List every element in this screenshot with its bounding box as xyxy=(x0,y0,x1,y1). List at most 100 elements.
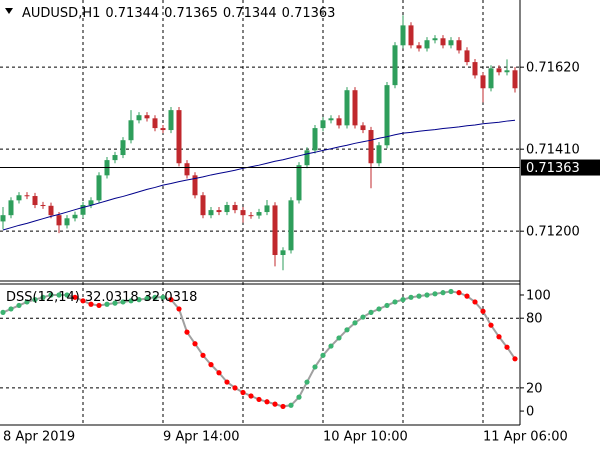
candle-body xyxy=(40,205,46,207)
candle-body xyxy=(416,45,422,49)
dss-dot xyxy=(296,394,302,400)
dss-dot xyxy=(0,309,6,315)
candle-body xyxy=(24,195,30,197)
dss-dot xyxy=(264,399,270,405)
candle-body xyxy=(248,215,254,217)
candle-body xyxy=(168,110,174,131)
dss-dot xyxy=(512,356,518,362)
candle-body xyxy=(176,110,182,164)
candle-body xyxy=(32,196,38,206)
dss-dot xyxy=(224,379,230,385)
dss-dot xyxy=(16,302,22,309)
dss-dot xyxy=(8,306,14,312)
candle-body xyxy=(152,118,158,129)
candle-body xyxy=(8,200,14,216)
dss-dot xyxy=(280,403,286,410)
candle-body xyxy=(264,205,270,213)
candle-body xyxy=(448,40,454,46)
dss-dot xyxy=(160,294,166,300)
candle-body xyxy=(112,155,118,161)
dss-dot xyxy=(96,302,102,309)
dss-dot xyxy=(336,335,342,341)
dss-dot xyxy=(216,370,222,376)
dss-dot xyxy=(128,298,134,304)
indicator-name: DSS(12,14) xyxy=(6,290,80,305)
candle-body xyxy=(48,205,54,216)
dss-dot xyxy=(248,393,254,399)
dss-dot xyxy=(40,294,46,300)
candle-body xyxy=(312,128,318,151)
y-tick-label: 80 xyxy=(526,312,543,327)
candle-body xyxy=(96,175,102,201)
dss-dot xyxy=(440,290,446,296)
x-tick-label: 8 Apr 2019 xyxy=(3,430,75,445)
symbol: AUDUSD,H1 xyxy=(22,6,100,21)
header-value: 0.71365 xyxy=(164,6,218,21)
y-tick-label: 0.71410 xyxy=(526,143,580,158)
dss-dot xyxy=(368,309,374,315)
header-value: 32.0318 xyxy=(85,290,139,305)
candle-body xyxy=(408,25,414,46)
dss-dot xyxy=(384,302,390,309)
candle-body xyxy=(136,115,142,121)
candle-body xyxy=(336,118,342,126)
candle-body xyxy=(400,25,406,46)
candle-body xyxy=(464,50,470,63)
dss-dot xyxy=(192,341,198,347)
dss-dot xyxy=(104,301,110,307)
candle-body xyxy=(200,195,206,216)
dss-dot xyxy=(144,295,150,302)
dss-dot xyxy=(432,291,438,297)
header-value: 0.71344 xyxy=(223,6,277,21)
current-price-box xyxy=(521,159,600,176)
menu-triangle xyxy=(5,8,13,14)
candle-body xyxy=(216,210,222,213)
dss-dot xyxy=(320,352,326,358)
dss-dot xyxy=(272,401,278,407)
dss-dot xyxy=(48,292,54,298)
marks: 0.71200 0.71410 0.71620 0.71363 100 80 20 0 8 Ap… xyxy=(0,15,600,445)
candle-body xyxy=(456,40,462,51)
dss-dot xyxy=(176,306,182,312)
dss-dot xyxy=(496,334,502,340)
candle-body xyxy=(392,45,398,86)
candle-body xyxy=(128,120,134,141)
dss-dot xyxy=(448,288,454,295)
candle-body xyxy=(280,250,286,256)
dss-dot xyxy=(416,293,422,299)
candle-body xyxy=(64,218,70,226)
x-tick-label: 11 Apr 06:00 xyxy=(483,430,568,445)
dss-dot xyxy=(24,299,30,305)
moving-average xyxy=(2,119,516,231)
candle-body xyxy=(480,75,486,89)
candle-body xyxy=(472,62,478,76)
y-tick-label: 20 xyxy=(526,381,543,396)
dss-dot xyxy=(72,294,78,300)
dss-dot xyxy=(328,343,334,349)
candle-body xyxy=(240,210,246,216)
candle-body xyxy=(192,175,198,196)
y-tick-label: 0 xyxy=(526,405,534,420)
dss-dot xyxy=(352,320,358,326)
header-value: 0.71344 xyxy=(105,6,159,21)
x-tick-label: 9 Apr 14:00 xyxy=(163,430,240,445)
dss-dot xyxy=(240,389,246,396)
candle-body xyxy=(496,68,502,73)
candle-body xyxy=(384,85,390,146)
candle-body xyxy=(144,115,150,119)
candle-body xyxy=(160,128,166,131)
dss-dot xyxy=(400,297,406,303)
dss-dot xyxy=(488,322,494,328)
candle-body xyxy=(272,205,278,256)
dss-dot xyxy=(472,299,478,305)
candle-body xyxy=(504,70,510,73)
dss-dot xyxy=(424,292,430,298)
candle-body xyxy=(80,205,86,215)
candle-body xyxy=(424,40,430,49)
candle-body xyxy=(360,125,366,131)
candle-body xyxy=(440,38,446,46)
candle-body xyxy=(288,200,294,251)
y-tick-label: 0.71620 xyxy=(526,61,580,76)
